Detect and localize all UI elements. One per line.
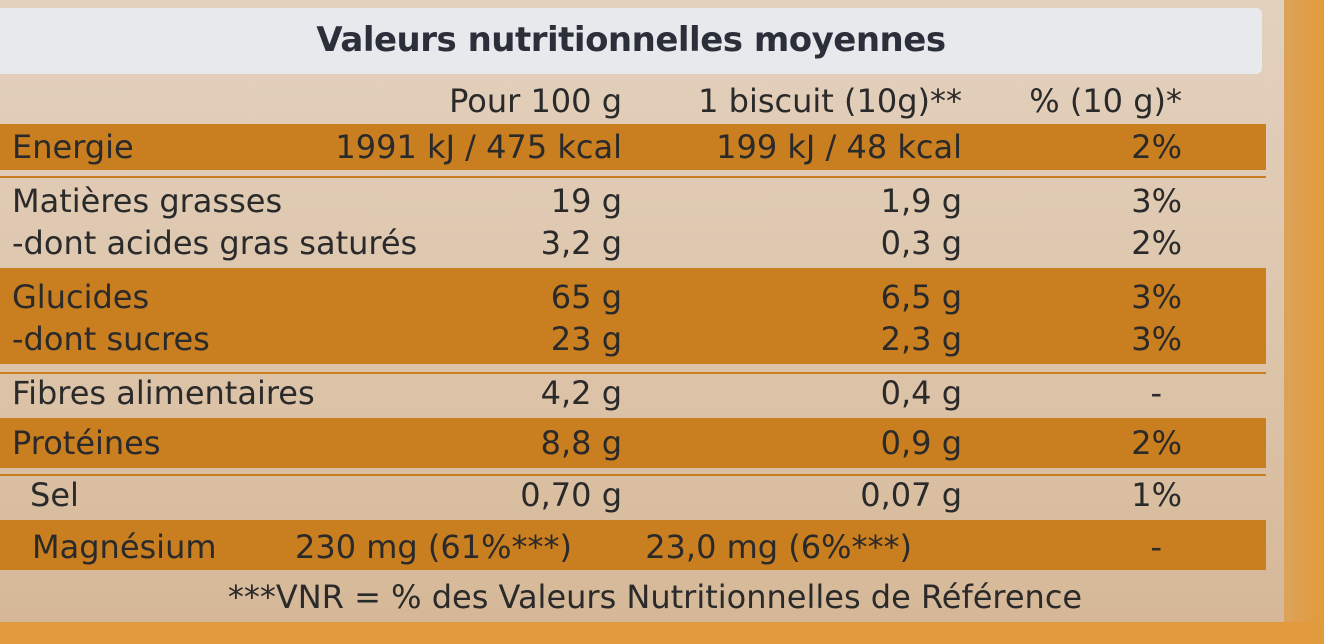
value-per-biscuit: 0,9 g	[880, 424, 962, 462]
band-proteines	[0, 418, 1266, 468]
nutrient-name: Protéines	[12, 424, 161, 462]
value-per-biscuit: 2,3 g	[880, 320, 962, 358]
value-percent: -	[1150, 528, 1162, 566]
value-percent: 3%	[1131, 320, 1182, 358]
value-per-biscuit: 1,9 g	[880, 182, 962, 220]
nutrient-name: Matières grasses	[12, 182, 283, 220]
nutrient-name: Magnésium	[32, 528, 217, 566]
value-per-biscuit: 23,0 mg (6%***)	[645, 528, 912, 566]
value-per-100g: 0,70 g	[520, 476, 622, 514]
value-percent: 1%	[1131, 476, 1182, 514]
value-per-100g: 3,2 g	[540, 224, 622, 262]
header-per-100g: Pour 100 g	[449, 82, 622, 120]
divider	[0, 474, 1266, 476]
row-sucres: -dont sucres 23 g 2,3 g 3%	[0, 320, 1262, 366]
row-proteines: Protéines 8,8 g 0,9 g 2%	[0, 424, 1262, 470]
nutrient-name: Glucides	[12, 278, 150, 316]
column-headers: Pour 100 g 1 biscuit (10g)** % (10 g)*	[0, 80, 1262, 124]
value-per-100g: 4,2 g	[540, 374, 622, 412]
package-edge	[0, 622, 1324, 644]
value-percent: 2%	[1131, 224, 1182, 262]
divider	[0, 372, 1266, 374]
table-title: Valeurs nutritionnelles moyennes	[316, 20, 946, 60]
value-per-100g: 19 g	[550, 182, 622, 220]
value-per-biscuit: 6,5 g	[880, 278, 962, 316]
header-per-biscuit: 1 biscuit (10g)**	[698, 82, 962, 120]
value-percent: 2%	[1131, 424, 1182, 462]
row-matieres-grasses: Matières grasses 19 g 1,9 g 3%	[0, 182, 1262, 228]
value-percent: 2%	[1131, 128, 1182, 166]
row-energie: Energie 1991 kJ / 475 kcal 199 kJ / 48 k…	[0, 128, 1262, 174]
value-percent: 3%	[1131, 278, 1182, 316]
value-percent: -	[1150, 374, 1162, 412]
nutrient-name: Energie	[12, 128, 134, 166]
row-acides-gras-satures: -dont acides gras saturés 3,2 g 0,3 g 2%	[0, 224, 1262, 270]
value-per-100g: 230 mg (61%***)	[295, 528, 572, 566]
header-percent: % (10 g)*	[1029, 82, 1182, 120]
value-per-100g: 23 g	[550, 320, 622, 358]
row-fibres: Fibres alimentaires 4,2 g 0,4 g -	[0, 374, 1262, 420]
divider	[0, 176, 1266, 178]
nutrient-name: Sel	[30, 476, 79, 514]
row-magnesium: Magnésium 230 mg (61%***) 23,0 mg (6%***…	[0, 528, 1262, 574]
value-per-100g: 65 g	[550, 278, 622, 316]
band-glucides	[0, 268, 1266, 364]
value-per-100g: 1991 kJ / 475 kcal	[335, 128, 622, 166]
value-percent: 3%	[1131, 182, 1182, 220]
row-sel: Sel 0,70 g 0,07 g 1%	[0, 476, 1262, 522]
value-per-biscuit: 199 kJ / 48 kcal	[716, 128, 962, 166]
package-edge	[1284, 0, 1324, 644]
value-per-100g: 8,8 g	[540, 424, 622, 462]
title-bar	[0, 8, 1262, 74]
footnote: ***VNR = % des Valeurs Nutritionnelles d…	[227, 578, 1083, 616]
value-per-biscuit: 0,4 g	[880, 374, 962, 412]
band-energie	[0, 124, 1266, 170]
nutrient-name: -dont acides gras saturés	[12, 224, 418, 262]
value-per-biscuit: 0,3 g	[880, 224, 962, 262]
nutrient-name: Fibres alimentaires	[12, 374, 315, 412]
row-glucides: Glucides 65 g 6,5 g 3%	[0, 278, 1262, 324]
band-magnesium	[0, 520, 1266, 570]
value-per-biscuit: 0,07 g	[860, 476, 962, 514]
nutrient-name: -dont sucres	[12, 320, 210, 358]
